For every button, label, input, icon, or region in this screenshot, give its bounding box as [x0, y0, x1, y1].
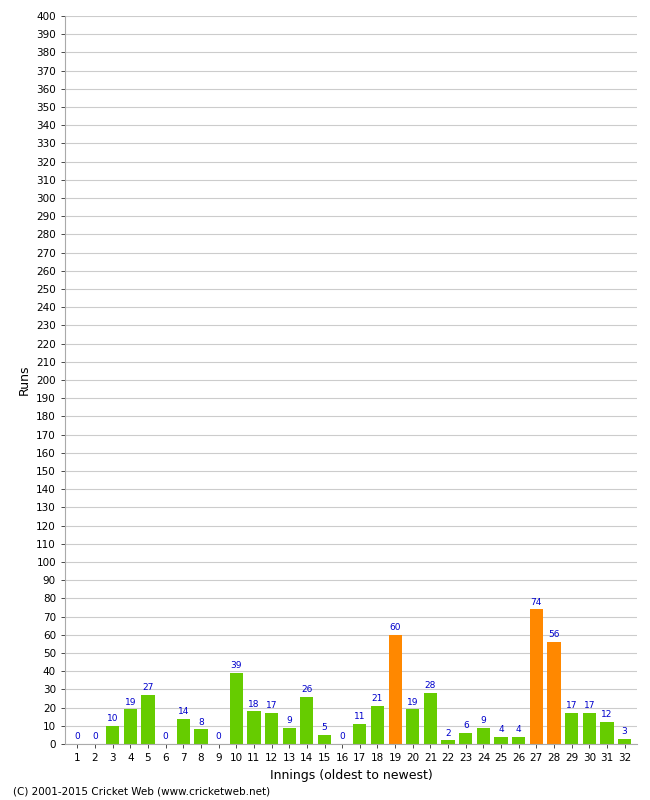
Text: 21: 21	[372, 694, 383, 703]
Text: 39: 39	[231, 662, 242, 670]
Bar	[194, 730, 207, 744]
Bar	[618, 738, 631, 744]
Bar	[512, 737, 525, 744]
Text: 2: 2	[445, 729, 451, 738]
Bar	[229, 673, 243, 744]
Bar	[477, 728, 490, 744]
Bar	[247, 711, 261, 744]
X-axis label: Innings (oldest to newest): Innings (oldest to newest)	[270, 769, 432, 782]
Text: 14: 14	[177, 706, 189, 716]
Text: 3: 3	[622, 727, 627, 736]
Text: 0: 0	[92, 732, 98, 742]
Bar	[565, 713, 578, 744]
Text: 17: 17	[266, 702, 278, 710]
Text: 10: 10	[107, 714, 118, 723]
Text: 60: 60	[389, 623, 401, 632]
Bar	[283, 728, 296, 744]
Bar	[318, 735, 331, 744]
Text: 4: 4	[516, 725, 521, 734]
Text: 9: 9	[287, 716, 292, 725]
Text: 18: 18	[248, 699, 259, 709]
Text: 11: 11	[354, 712, 365, 722]
Bar	[141, 695, 155, 744]
Text: 4: 4	[499, 725, 504, 734]
Bar	[300, 697, 313, 744]
Text: 27: 27	[142, 683, 153, 692]
Bar	[582, 713, 596, 744]
Text: 12: 12	[601, 710, 613, 719]
Text: 17: 17	[566, 702, 577, 710]
Text: 19: 19	[125, 698, 136, 706]
Bar	[265, 713, 278, 744]
Bar	[106, 726, 120, 744]
Bar	[459, 733, 473, 744]
Text: 0: 0	[339, 732, 345, 742]
Text: 19: 19	[407, 698, 419, 706]
Bar	[495, 737, 508, 744]
Text: 0: 0	[216, 732, 222, 742]
Bar	[547, 642, 561, 744]
Bar	[124, 710, 137, 744]
Bar	[177, 718, 190, 744]
Text: 9: 9	[480, 716, 486, 725]
Y-axis label: Runs: Runs	[18, 365, 31, 395]
Text: 28: 28	[424, 682, 436, 690]
Bar	[353, 724, 367, 744]
Text: 17: 17	[584, 702, 595, 710]
Bar	[406, 710, 419, 744]
Bar	[530, 610, 543, 744]
Bar	[441, 740, 455, 744]
Text: 56: 56	[548, 630, 560, 639]
Text: 6: 6	[463, 722, 469, 730]
Bar	[424, 693, 437, 744]
Text: 0: 0	[162, 732, 168, 742]
Text: 74: 74	[530, 598, 542, 606]
Bar	[371, 706, 384, 744]
Bar	[389, 634, 402, 744]
Text: 5: 5	[322, 723, 328, 732]
Text: 26: 26	[301, 685, 313, 694]
Text: 8: 8	[198, 718, 204, 726]
Text: (C) 2001-2015 Cricket Web (www.cricketweb.net): (C) 2001-2015 Cricket Web (www.cricketwe…	[13, 786, 270, 796]
Text: 0: 0	[75, 732, 80, 742]
Bar	[601, 722, 614, 744]
